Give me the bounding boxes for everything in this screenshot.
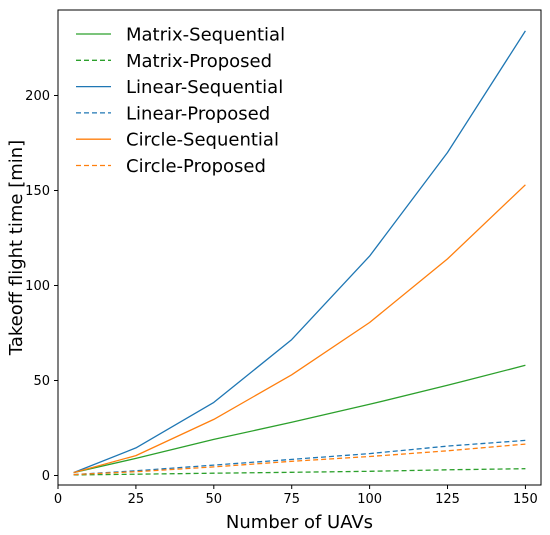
legend-label-matrix-proposed: Matrix-Proposed (126, 51, 272, 72)
legend-label-linear-proposed: Linear-Proposed (126, 103, 270, 124)
y-tick-label: 50 (33, 374, 50, 389)
y-axis-ticks: 0 50 100 150 200 (25, 89, 58, 484)
y-tick-label: 100 (25, 279, 50, 294)
x-axis-label: Number of UAVs (226, 512, 373, 533)
x-tick-label: 125 (435, 492, 460, 507)
legend: Matrix-Sequential Matrix-Proposed Linear-S… (76, 25, 285, 177)
x-tick-label: 75 (283, 492, 300, 507)
series-line-linear-proposed (73, 439, 526, 476)
plot-frame (57, 9, 542, 486)
y-tick-label: 0 (42, 469, 50, 484)
series-line-linear-sequential (73, 30, 526, 474)
y-tick-label: 150 (25, 184, 50, 199)
plot-lines (73, 30, 526, 476)
y-axis-label: Takeoff flight time [min] (6, 140, 27, 356)
series-line-circle-sequential (73, 184, 526, 474)
y-tick-label: 200 (25, 89, 50, 104)
legend-label-linear-sequential: Linear-Sequential (126, 77, 283, 98)
series-line-matrix-sequential (73, 364, 526, 474)
x-tick-label: 25 (128, 492, 145, 507)
legend-label-circle-proposed: Circle-Proposed (126, 156, 266, 177)
x-axis-ticks: 0 25 50 75 100 125 150 (54, 485, 538, 507)
series-line-matrix-proposed (73, 468, 526, 476)
x-tick-label: 150 (513, 492, 538, 507)
x-tick-label: 0 (54, 492, 62, 507)
legend-label-matrix-sequential: Matrix-Sequential (126, 25, 285, 46)
x-tick-label: 50 (206, 492, 223, 507)
x-tick-label: 100 (357, 492, 382, 507)
legend-label-circle-sequential: Circle-Sequential (126, 130, 279, 151)
series-line-circle-proposed (73, 443, 526, 476)
